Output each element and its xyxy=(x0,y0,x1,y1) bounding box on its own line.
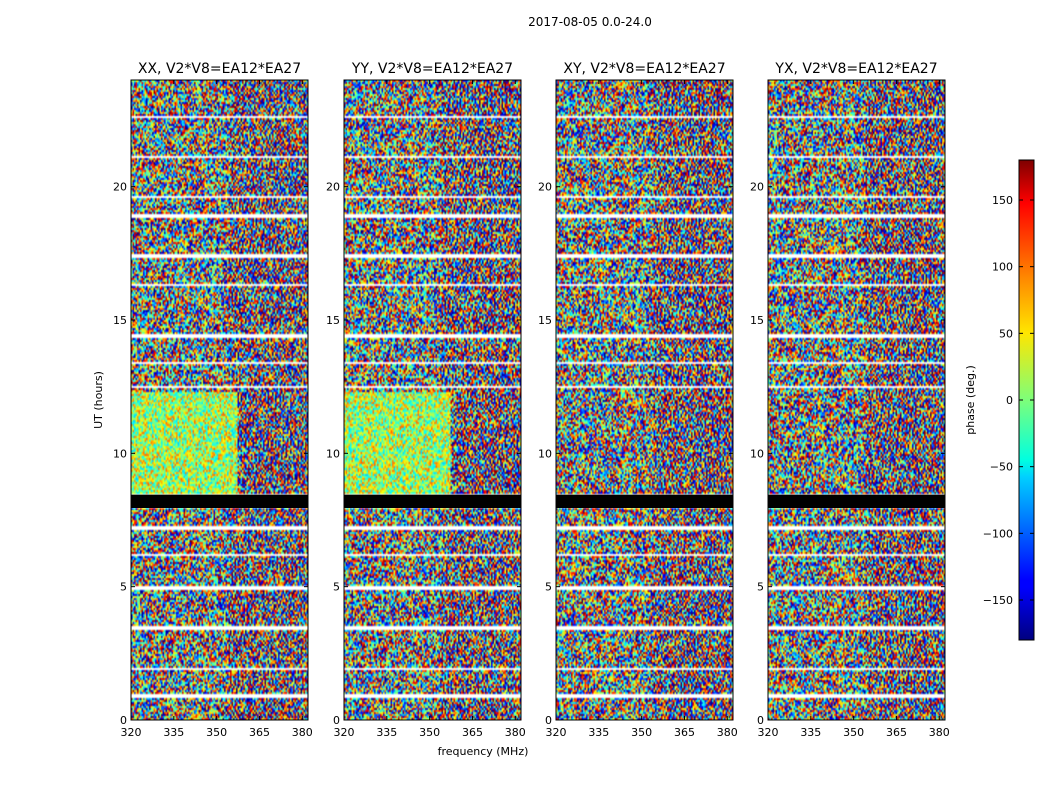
y-tick-label: 0 xyxy=(545,714,552,727)
y-tick-label: 5 xyxy=(545,581,552,594)
plot-frame xyxy=(343,79,522,721)
x-tick-label: 380 xyxy=(717,726,738,739)
plot-frame xyxy=(767,79,946,721)
colorbar-tick-label: 0 xyxy=(1006,394,1013,407)
x-tick-label: 365 xyxy=(462,726,483,739)
y-tick-label: 15 xyxy=(538,314,552,327)
x-tick-label: 320 xyxy=(546,726,567,739)
y-tick-label: 0 xyxy=(120,714,127,727)
plot-frame xyxy=(555,79,734,721)
y-tick-label: 10 xyxy=(113,447,127,460)
x-tick-label: 320 xyxy=(334,726,355,739)
y-tick-label: 5 xyxy=(120,581,127,594)
y-tick-label: 5 xyxy=(333,581,340,594)
flagged-band xyxy=(131,494,308,508)
colorbar-tick-label: 100 xyxy=(992,261,1013,274)
x-tick-label: 320 xyxy=(121,726,142,739)
phase-image xyxy=(344,80,521,720)
panel-xx: XX, V2*V8=EA12*EA27 320 335 350 365 380 0 5 10 15… xyxy=(113,61,313,739)
colorbar-tick-label: −150 xyxy=(983,594,1013,607)
x-tick-label: 350 xyxy=(843,726,864,739)
flagged-band xyxy=(556,494,733,508)
y-tick-label: 10 xyxy=(750,447,764,460)
colorbar-tick-label: 50 xyxy=(999,327,1013,340)
x-tick-label: 365 xyxy=(674,726,695,739)
panel-title: YY, V2*V8=EA12*EA27 xyxy=(351,61,513,77)
plot-frame xyxy=(130,79,309,721)
y-tick-label: 15 xyxy=(750,314,764,327)
panel-yy: YY, V2*V8=EA12*EA27 320 335 350 365 380 0 5 10 15… xyxy=(326,61,526,739)
x-tick-label: 365 xyxy=(886,726,907,739)
y-tick-label: 15 xyxy=(113,314,127,327)
panel-xy: XY, V2*V8=EA12*EA27 320 335 350 365 380 0 5 10 15… xyxy=(538,61,738,739)
y-tick-label: 20 xyxy=(113,181,127,194)
phase-image xyxy=(768,80,945,720)
y-axis-label: UT (hours) xyxy=(92,371,105,429)
phase-image xyxy=(131,80,308,720)
x-tick-label: 350 xyxy=(631,726,652,739)
colorbar-tick-label: 150 xyxy=(992,194,1013,207)
y-tick-label: 10 xyxy=(326,447,340,460)
x-tick-label: 365 xyxy=(249,726,270,739)
y-tick-label: 0 xyxy=(333,714,340,727)
y-tick-label: 0 xyxy=(757,714,764,727)
flagged-band xyxy=(768,494,945,508)
colorbar: 150 100 50 0 −50 −100 −150 phase (deg.) xyxy=(964,159,1035,641)
x-tick-label: 320 xyxy=(758,726,779,739)
y-tick-label: 20 xyxy=(538,181,552,194)
colorbar-tick-label: −100 xyxy=(983,527,1013,540)
y-tick-label: 5 xyxy=(757,581,764,594)
panel-title: XX, V2*V8=EA12*EA27 xyxy=(138,61,301,77)
y-tick-label: 15 xyxy=(326,314,340,327)
x-tick-label: 335 xyxy=(163,726,184,739)
x-tick-label: 335 xyxy=(588,726,609,739)
flagged-band xyxy=(344,494,521,508)
x-tick-label: 350 xyxy=(419,726,440,739)
y-tick-label: 10 xyxy=(538,447,552,460)
colorbar-label: phase (deg.) xyxy=(964,365,977,435)
y-tick-label: 20 xyxy=(326,181,340,194)
x-axis-label: frequency (MHz) xyxy=(438,745,529,758)
x-tick-label: 380 xyxy=(505,726,526,739)
phase-image xyxy=(556,80,733,720)
x-tick-label: 335 xyxy=(376,726,397,739)
colorbar-gradient xyxy=(1019,160,1034,640)
colorbar-tick-label: −50 xyxy=(990,461,1013,474)
y-tick-label: 20 xyxy=(750,181,764,194)
suptitle: 2017-08-05 0.0-24.0 xyxy=(528,15,652,29)
x-tick-label: 335 xyxy=(800,726,821,739)
panel-title: XY, V2*V8=EA12*EA27 xyxy=(563,61,725,77)
panel-title: YX, V2*V8=EA12*EA27 xyxy=(774,61,937,77)
panel-yx: YX, V2*V8=EA12*EA27 320 335 350 365 380 0 5 10 15… xyxy=(750,61,950,739)
x-tick-label: 380 xyxy=(292,726,313,739)
colorbar-ticks: 150 100 50 0 −50 −100 −150 xyxy=(983,194,1034,607)
x-tick-label: 380 xyxy=(929,726,950,739)
x-tick-label: 350 xyxy=(206,726,227,739)
panels: XX, V2*V8=EA12*EA27 320 335 350 365 380 0 5 10 15… xyxy=(113,61,950,739)
